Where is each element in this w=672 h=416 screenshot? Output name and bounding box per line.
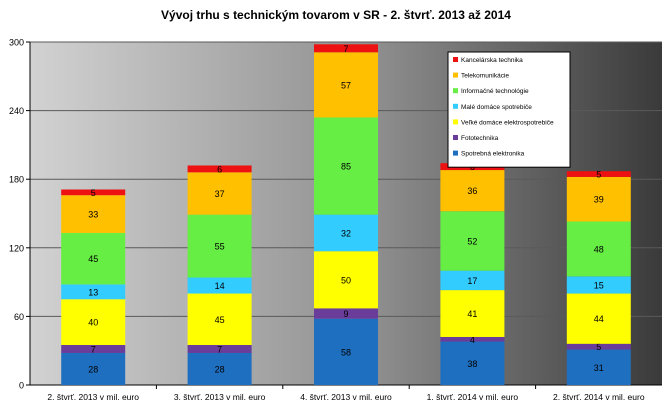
data-label: 32 <box>341 228 351 238</box>
bar-segment <box>566 293 631 344</box>
data-label: 36 <box>467 186 477 196</box>
legend-label: Spotrebná elektronika <box>461 151 525 158</box>
y-tick-label: 60 <box>14 312 24 322</box>
data-label: 28 <box>215 364 225 374</box>
data-label: 41 <box>467 309 477 319</box>
bar-segment <box>566 221 631 277</box>
legend-label: Informačné technológie <box>461 88 529 95</box>
x-tick-label: 4. štvrť. 2013 v mil. euro <box>300 392 392 402</box>
data-label: 48 <box>594 244 604 254</box>
bar-segment <box>440 341 505 385</box>
legend-swatch <box>453 103 458 109</box>
data-label: 44 <box>594 314 604 324</box>
data-label: 37 <box>215 189 225 199</box>
bar-segment <box>187 172 252 215</box>
bar-segment <box>314 214 378 252</box>
data-label: 45 <box>215 315 225 325</box>
bar-segment <box>314 318 378 385</box>
bar-segment <box>187 344 252 353</box>
data-label: 15 <box>594 280 604 290</box>
bar-segment <box>187 293 252 345</box>
bar-segment <box>187 214 252 278</box>
bar-segment <box>566 171 631 177</box>
bar-segment <box>440 336 505 342</box>
bar-segment <box>61 232 126 285</box>
legend-swatch <box>453 72 458 78</box>
legend-swatch <box>453 57 458 62</box>
data-label: 7 <box>91 344 96 354</box>
data-label: 55 <box>215 242 225 252</box>
data-label: 17 <box>467 276 477 286</box>
bar-segment <box>440 211 505 271</box>
legend-swatch <box>453 135 458 140</box>
legend <box>447 51 571 168</box>
y-tick-label: 120 <box>9 243 24 253</box>
bar-segment <box>314 308 378 319</box>
bar-segment <box>440 270 505 291</box>
bar-segment <box>314 251 378 309</box>
y-tick-label: 240 <box>9 106 24 116</box>
data-label: 4 <box>470 335 475 345</box>
bar-segment <box>566 343 631 350</box>
bar-segment <box>187 165 252 173</box>
data-label: 6 <box>217 164 222 174</box>
bar-segment <box>314 44 378 53</box>
data-label: 14 <box>215 281 225 291</box>
data-label: 31 <box>594 363 604 373</box>
data-label: 5 <box>91 188 96 198</box>
data-label: 57 <box>341 80 351 90</box>
x-tick-label: 2. štvrť. 2014 v mil. euro <box>553 392 645 402</box>
bar-segment <box>566 276 631 294</box>
x-tick-label: 1. štvrť. 2014 v mil. euro <box>427 392 519 402</box>
bar-segment <box>61 344 126 353</box>
y-tick-label: 180 <box>9 175 24 185</box>
bar-segment <box>440 290 505 337</box>
bar-segment <box>314 52 378 118</box>
legend-swatch <box>453 150 458 156</box>
data-label: 5 <box>596 170 601 180</box>
data-label: 38 <box>467 359 477 369</box>
legend-label: Kancelárska technika <box>461 57 523 64</box>
data-label: 13 <box>88 287 98 297</box>
legend-swatch <box>453 119 458 125</box>
bar-segment <box>566 176 631 222</box>
bar-segment <box>566 349 631 385</box>
bar-segment <box>187 352 252 385</box>
x-tick-label: 3. štvrť. 2013 v mil. euro <box>174 392 266 402</box>
data-label: 40 <box>88 318 98 328</box>
bar-segment <box>440 170 505 212</box>
bar-segment <box>61 352 126 385</box>
bar-segment <box>61 189 126 196</box>
x-tick-label: 2. štvrť. 2013 v mil. euro <box>47 392 139 402</box>
data-label: 7 <box>217 344 222 354</box>
data-label: 58 <box>341 347 351 357</box>
bar-segment <box>187 277 252 294</box>
legend-label: Telekomunikácie <box>461 73 509 80</box>
y-tick-label: 0 <box>19 381 24 391</box>
data-label: 33 <box>88 210 98 220</box>
bar-segment <box>61 299 126 345</box>
bar-segment <box>314 117 378 215</box>
y-tick-label: 300 <box>9 38 24 48</box>
data-label: 85 <box>341 162 351 172</box>
data-label: 45 <box>88 254 98 264</box>
data-label: 7 <box>343 44 348 54</box>
data-label: 50 <box>341 275 351 285</box>
bar-segment <box>61 284 126 300</box>
data-label: 28 <box>88 364 98 374</box>
bar-segment <box>61 195 126 233</box>
legend-label: Fototechnika <box>461 135 499 142</box>
legend-label: Veľké domáce elektrospotrebiče <box>461 119 554 126</box>
chart-title: Vývoj trhu s technickým tovarom v SR - 2… <box>161 8 511 22</box>
data-label: 39 <box>594 195 604 205</box>
data-label: 5 <box>596 342 601 352</box>
legend-label: Malé domáce spotrebiče <box>461 104 532 111</box>
data-label: 9 <box>343 309 348 319</box>
legend-swatch <box>453 88 458 94</box>
data-label: 52 <box>467 236 477 246</box>
